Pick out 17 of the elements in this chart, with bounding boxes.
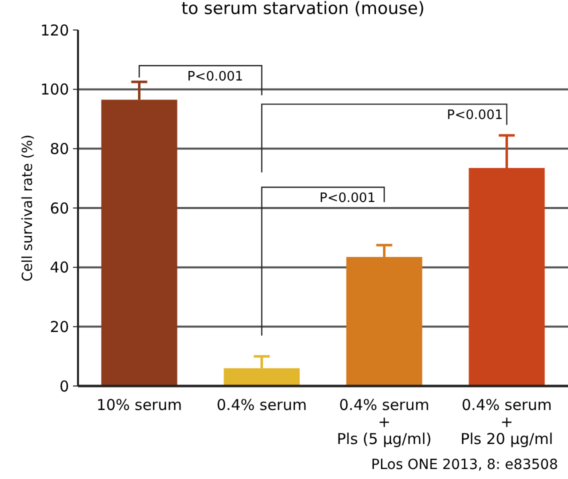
y-tick-label: 80: [50, 140, 69, 158]
y-tick-label: 20: [50, 318, 69, 336]
x-tick-label: 0.4% serum: [216, 396, 307, 414]
y-tick-label: 60: [50, 199, 69, 218]
text: PLos ONE 2013, 8: e83508: [371, 457, 558, 473]
annotation: P<0.001: [320, 191, 376, 206]
y-tick-label: 0: [59, 377, 69, 396]
x-tick-label: 10% serum: [96, 396, 182, 414]
x-tick-label: 0.4% serum + Pls 20 µg/ml: [460, 396, 554, 448]
y-tick-label: 40: [50, 258, 69, 277]
x-tick-label: 0.4% serum + Pls (5 µg/ml): [336, 396, 432, 448]
annotation: P<0.001: [446, 108, 503, 124]
y-tick-label: 100: [40, 80, 69, 99]
y-tick-label: 120: [40, 21, 69, 40]
y-axis-title: Cell survival rate (%): [20, 134, 36, 282]
chart-title: to serum starvation (mouse): [181, 0, 425, 19]
annotation: P<0.001: [187, 70, 244, 85]
